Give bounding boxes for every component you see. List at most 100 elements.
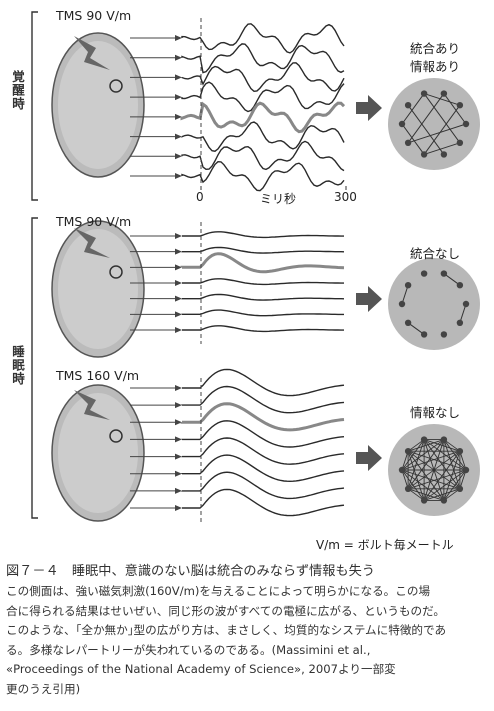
connection — [407, 439, 425, 489]
arrow-head — [175, 311, 182, 318]
label-sleep: 睡眠時 — [10, 345, 25, 386]
connection — [407, 93, 445, 144]
arrow-head — [175, 487, 182, 494]
arrow-head — [175, 264, 182, 271]
sleep-bracket — [31, 217, 38, 519]
connection — [401, 123, 425, 155]
arrow-head — [175, 74, 182, 81]
arrow-head — [175, 248, 182, 255]
connection — [407, 450, 461, 490]
unit-note: V/m = ボルト毎メートル — [316, 538, 454, 552]
node — [440, 151, 448, 158]
node — [440, 497, 448, 504]
eeg-trace — [181, 437, 345, 465]
connection — [407, 439, 445, 490]
node — [440, 90, 448, 97]
node — [420, 151, 428, 158]
connection — [443, 93, 467, 125]
node — [420, 90, 428, 97]
node — [462, 466, 470, 474]
connection — [423, 439, 467, 471]
eeg-trace — [181, 121, 345, 152]
node — [456, 139, 464, 147]
result-label: 情報あり — [410, 59, 461, 74]
node — [456, 319, 464, 327]
connection — [401, 439, 425, 471]
node — [398, 466, 406, 474]
connection — [401, 469, 409, 489]
eeg-trace — [180, 101, 346, 134]
node — [440, 270, 448, 277]
arrow-head — [175, 35, 182, 41]
connection — [423, 93, 461, 106]
node — [456, 281, 464, 289]
arrow-head — [175, 505, 182, 511]
result-arrow-icon — [356, 286, 382, 312]
tms-bolt-icon — [74, 36, 110, 70]
eeg-trace — [181, 309, 344, 317]
node — [420, 436, 428, 443]
eeg-trace — [181, 454, 345, 483]
tms-bolt-icon — [74, 390, 110, 420]
node — [398, 300, 406, 308]
arrow-head — [175, 295, 182, 302]
eeg-trace — [181, 160, 345, 192]
eeg-trace — [181, 43, 345, 74]
tms-label: TMS 90 V/m — [56, 214, 132, 229]
connection — [443, 273, 461, 286]
eeg-trace — [180, 402, 345, 432]
connection — [423, 142, 461, 155]
node — [404, 101, 412, 109]
node — [420, 331, 428, 338]
eeg-trace — [180, 252, 345, 274]
caption-line: る。多様なレパートリーが失われているのである。(Massimini et al.… — [6, 642, 371, 657]
result-arrow-icon — [356, 95, 382, 121]
arrow-head — [175, 280, 182, 286]
tms-label: TMS 90 V/m — [56, 8, 132, 23]
eeg-trace — [181, 385, 345, 414]
tms-label: TMS 160 V/m — [56, 368, 140, 383]
connection — [459, 451, 467, 471]
arrow-head — [175, 327, 182, 333]
caption-line: 合に得られる結果はせいぜい、同じ形の波がすべての電極に広がる、というものだ。 — [6, 603, 445, 618]
caption-line: この側面は、強い磁気刺激(160V/m)を与えることによって明らかになる。この場 — [6, 584, 431, 598]
connection — [407, 439, 425, 452]
network-diagram-integrated — [388, 78, 480, 170]
axis-end: 300 — [334, 190, 357, 204]
arrow-head — [175, 436, 182, 443]
axis-zero: 0 — [196, 190, 204, 204]
arrow-head — [175, 233, 182, 239]
head-sleep-90 — [51, 220, 145, 358]
eeg-trace — [181, 23, 345, 54]
node — [404, 485, 412, 493]
eeg-traces — [180, 23, 346, 517]
network-diagram-uniform — [388, 424, 480, 516]
node — [440, 331, 448, 338]
eeg-trace — [182, 325, 344, 333]
connection — [459, 469, 467, 489]
caption-title: 図７－４ 睡眠中、意識のない脳は統合のみならず情報も失う — [6, 564, 375, 579]
connection — [401, 451, 409, 471]
connection — [459, 303, 467, 323]
connection — [423, 450, 461, 501]
arrow-head — [175, 54, 182, 61]
eeg-trace — [182, 368, 345, 397]
node — [440, 436, 448, 443]
head-sleep-160 — [51, 384, 145, 522]
connection — [443, 451, 461, 501]
result-label: 統合あり — [410, 41, 461, 56]
brain-circle — [388, 78, 480, 170]
connection — [407, 488, 425, 501]
figure — [31, 11, 480, 522]
connection — [423, 104, 461, 155]
node — [404, 447, 412, 455]
label-awake: 覚醒時 — [10, 70, 25, 111]
arrow-head — [175, 173, 182, 179]
node — [420, 270, 428, 277]
node — [404, 319, 412, 327]
node — [420, 497, 428, 504]
axis-unit: ミリ秒 — [260, 192, 297, 206]
arrow-head — [175, 419, 182, 426]
arrow-head — [175, 133, 182, 140]
eeg-trace — [181, 140, 345, 172]
